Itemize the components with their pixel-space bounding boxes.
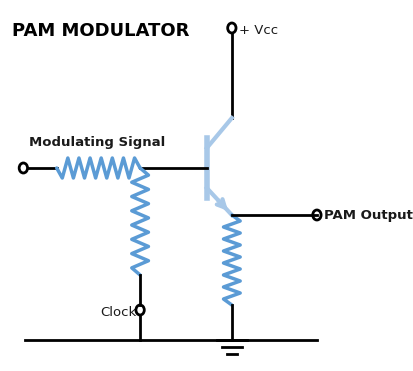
- Text: PAM MODULATOR: PAM MODULATOR: [12, 22, 189, 40]
- Text: Clock: Clock: [100, 306, 136, 319]
- Text: Modulating Signal: Modulating Signal: [29, 135, 165, 148]
- Text: + Vcc: + Vcc: [238, 23, 277, 36]
- Text: PAM Output: PAM Output: [323, 209, 411, 221]
